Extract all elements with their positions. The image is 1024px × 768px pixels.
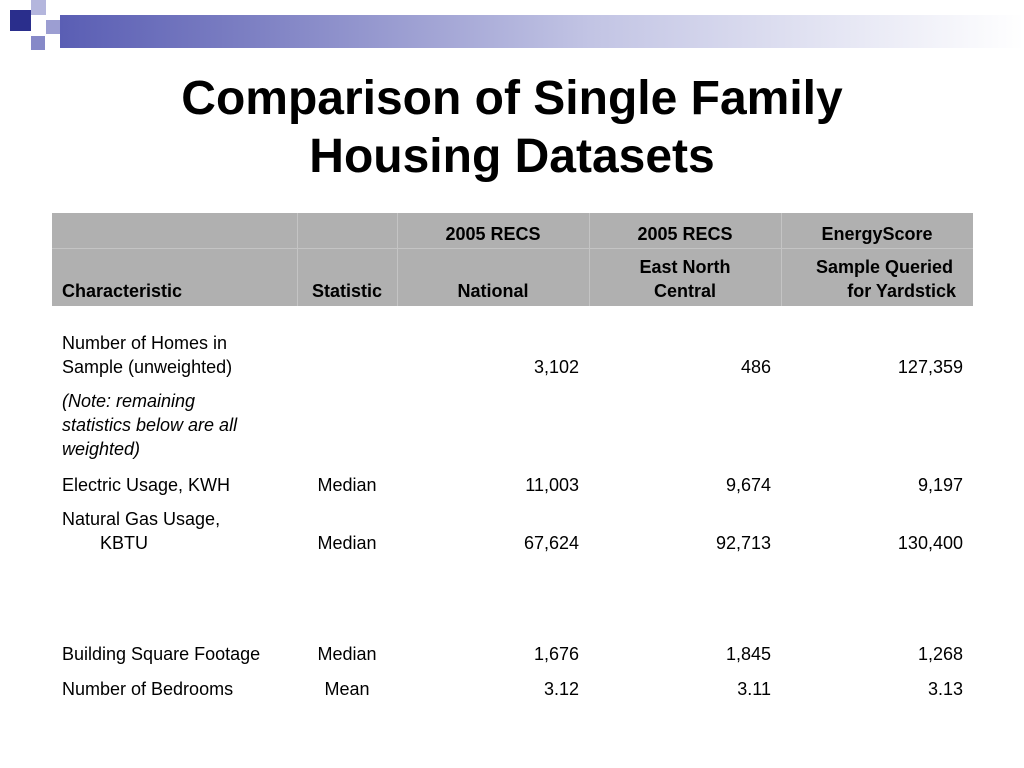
column-divider: [781, 213, 782, 306]
row-gas-national: 67,624: [523, 533, 579, 553]
table-header: [52, 213, 973, 306]
row-sqft-national: 1,676: [533, 644, 579, 664]
title-line-2: Housing Datasets: [309, 130, 715, 183]
decor-square-2: [31, 0, 46, 15]
note-line-1: (Note: remaining: [62, 391, 196, 411]
row-gas-characteristic-line-2: KBTU: [100, 533, 149, 553]
row-electric-characteristic: Electric Usage, KWH: [62, 475, 231, 495]
row-gas-statistic: Median: [317, 533, 377, 553]
row-electric-statistic: Median: [317, 475, 377, 495]
row-bedrooms-enc: 3.11: [737, 679, 771, 699]
row-bedrooms-es: 3.13: [927, 679, 963, 699]
row-homes-characteristic-line-1: Number of Homes in: [62, 333, 228, 353]
header-top-national: 2005 RECS: [445, 224, 541, 244]
header-es-line-2: for Yardstick: [847, 281, 956, 301]
row-bedrooms-characteristic: Number of Bedrooms: [62, 679, 234, 699]
note-line-3: weighted): [62, 439, 141, 459]
header-national: National: [457, 281, 529, 301]
row-homes-national: 3,102: [533, 357, 579, 377]
column-divider: [397, 213, 398, 306]
row-sqft-characteristic: Building Square Footage: [62, 644, 261, 664]
row-sqft-statistic: Median: [317, 644, 377, 664]
row-homes-es: 127,359: [897, 357, 963, 377]
title-accent-band: [60, 15, 1024, 48]
header-enc-line-1: East North: [639, 257, 731, 277]
header-top-enc: 2005 RECS: [637, 224, 733, 244]
header-top-energyscore: EnergyScore: [821, 224, 933, 244]
row-gas-enc: 92,713: [715, 533, 771, 553]
row-sqft-es: 1,268: [917, 644, 963, 664]
slide-title: Comparison of Single Family Housing Data…: [0, 70, 1024, 186]
row-gas-characteristic-line-1: Natural Gas Usage,: [62, 509, 221, 529]
row-electric-es: 9,197: [917, 475, 963, 495]
decor-square-4: [31, 36, 45, 50]
header-es-line-1: Sample Queried: [815, 257, 953, 277]
header-divider: [52, 248, 973, 249]
decor-square-3: [46, 20, 60, 34]
row-bedrooms-statistic: Mean: [324, 679, 370, 699]
row-homes-enc: 486: [740, 357, 771, 377]
note-line-2: statistics below are all: [62, 415, 238, 435]
header-characteristic: Characteristic: [62, 281, 183, 301]
row-sqft-enc: 1,845: [725, 644, 771, 664]
row-bedrooms-national: 3.12: [543, 679, 579, 699]
column-divider: [589, 213, 590, 306]
row-homes-characteristic-line-2: Sample (unweighted): [62, 357, 233, 377]
title-line-1: Comparison of Single Family: [181, 72, 843, 125]
row-electric-national: 11,003: [525, 475, 579, 495]
row-electric-enc: 9,674: [725, 475, 771, 495]
column-divider: [297, 213, 298, 306]
decor-square-1: [10, 10, 31, 31]
header-statistic: Statistic: [311, 281, 383, 301]
row-gas-es: 130,400: [897, 533, 963, 553]
header-enc-line-2: Central: [653, 281, 716, 301]
